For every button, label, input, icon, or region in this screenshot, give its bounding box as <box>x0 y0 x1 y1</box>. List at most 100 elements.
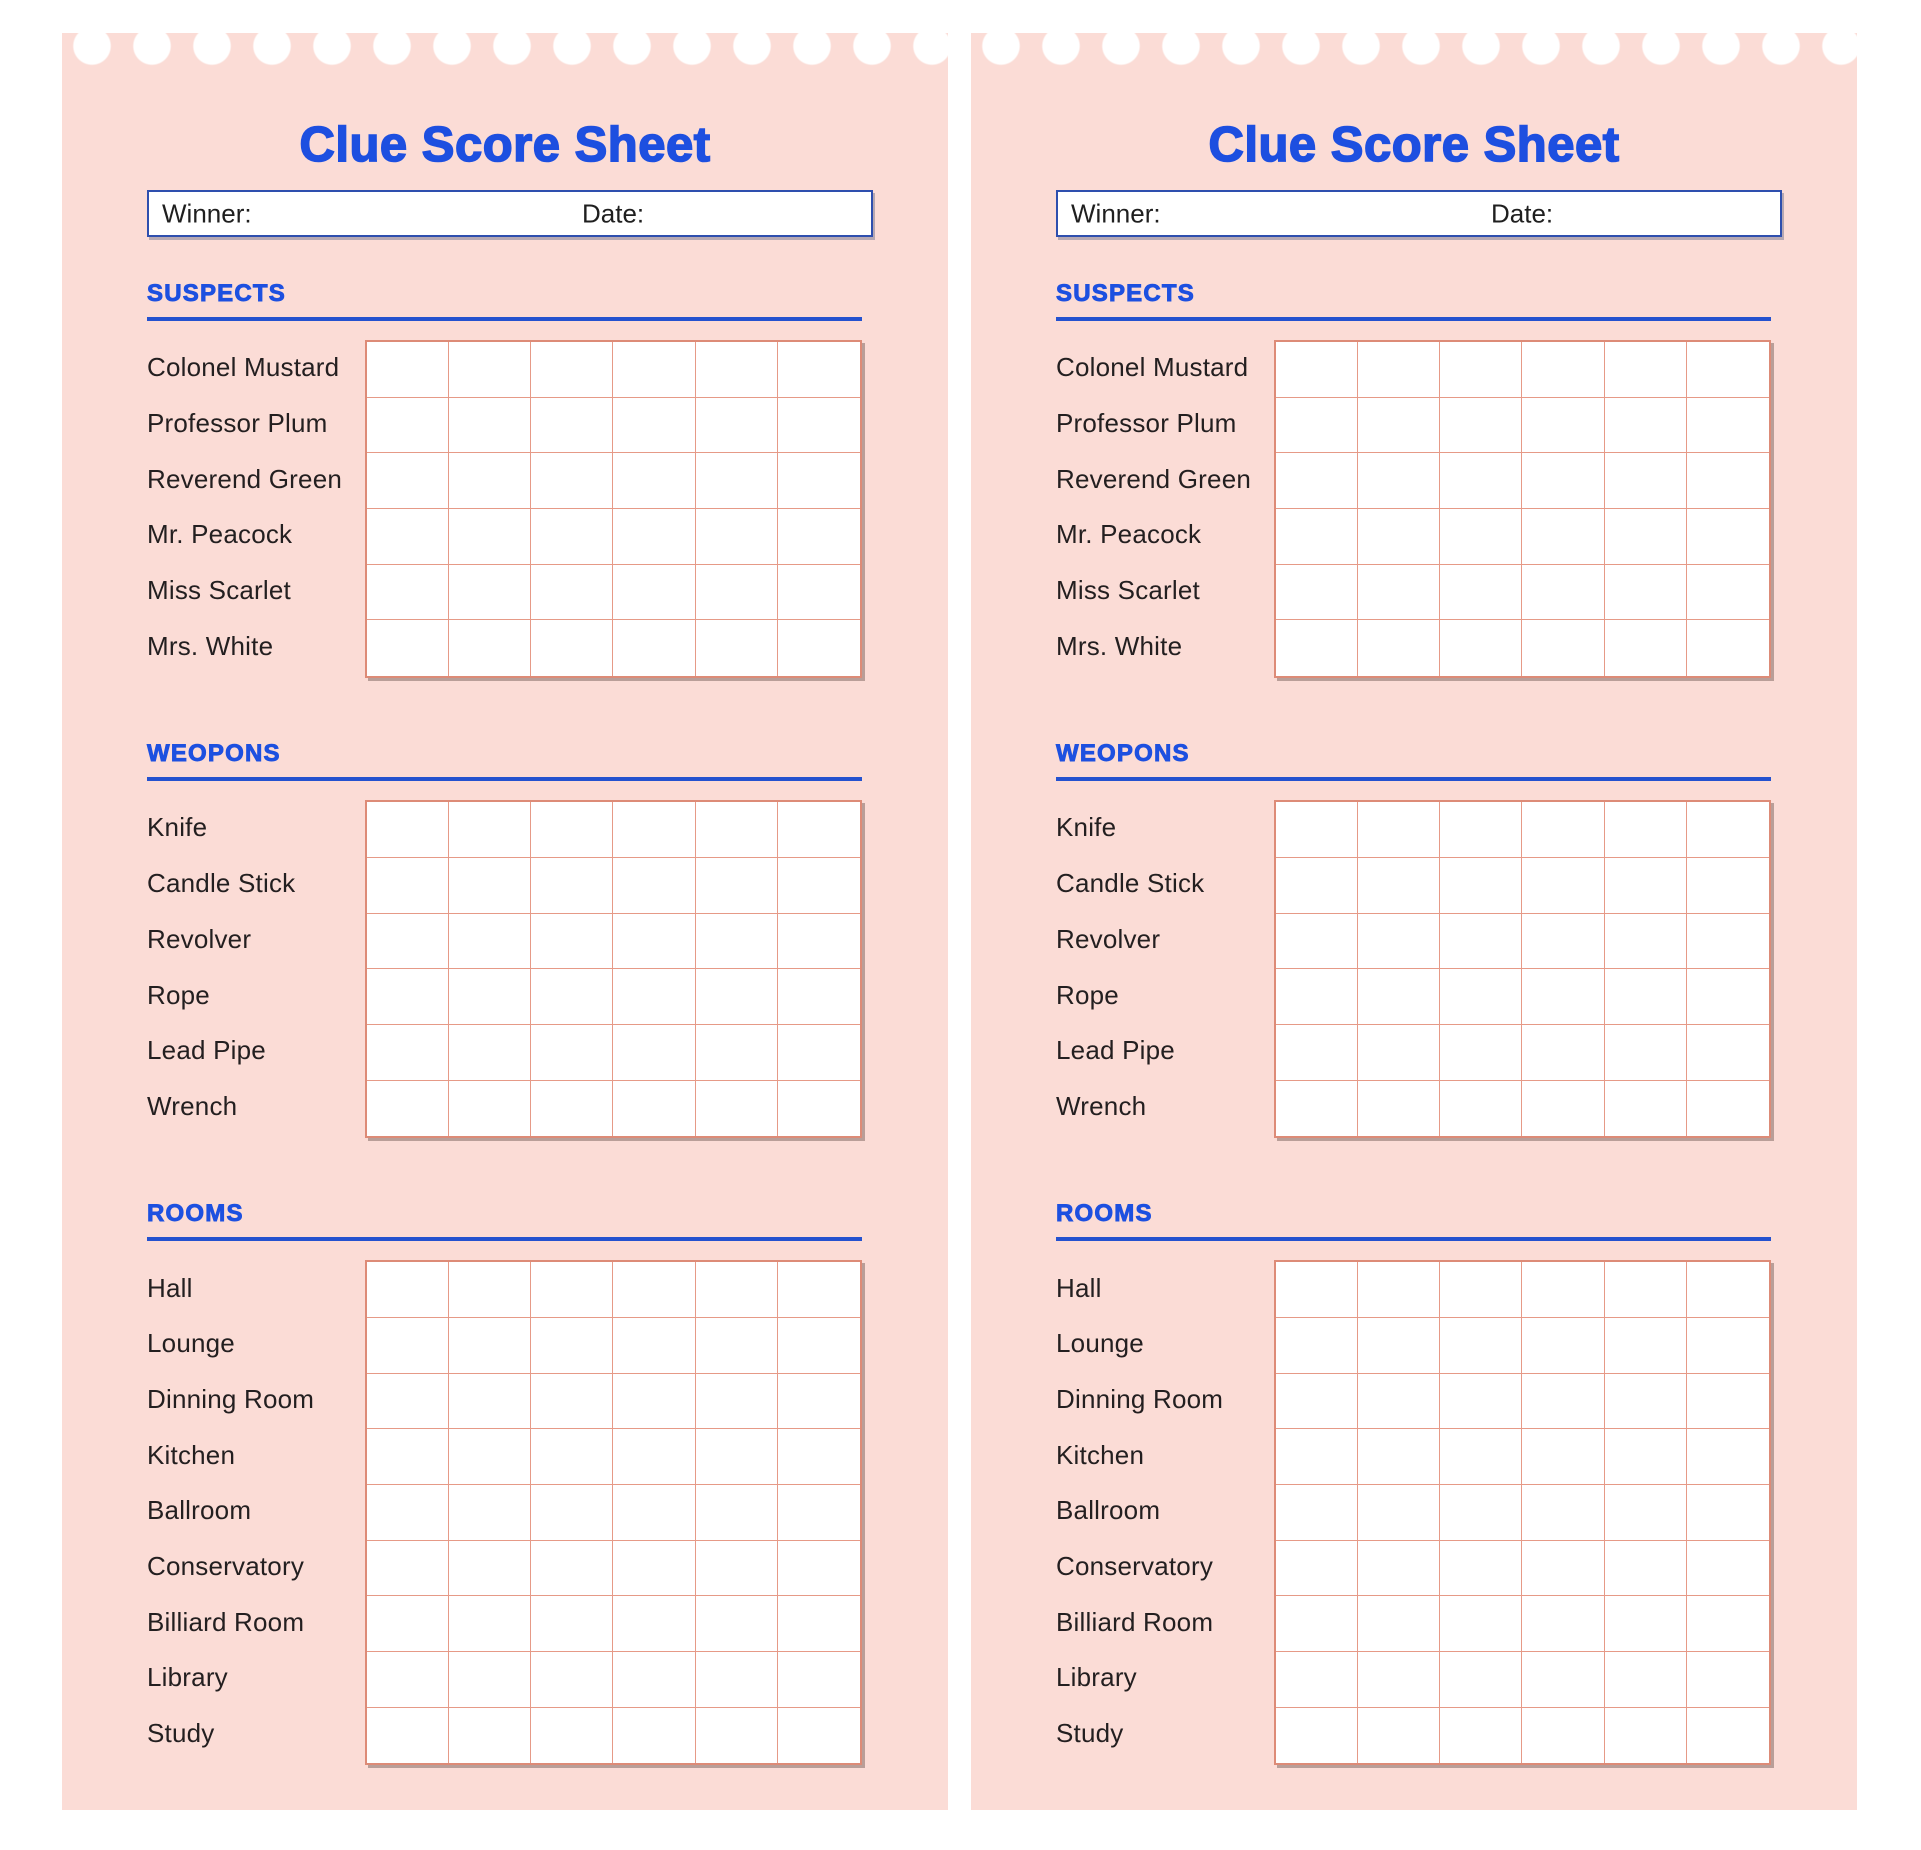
score-cell[interactable] <box>531 1429 614 1485</box>
score-cell[interactable] <box>1604 1262 1687 1318</box>
score-cell[interactable] <box>1358 1540 1441 1597</box>
score-cell[interactable] <box>1358 1317 1441 1374</box>
score-cell[interactable] <box>1604 969 1687 1025</box>
score-cell[interactable] <box>613 1024 696 1081</box>
score-cell[interactable] <box>531 1024 614 1081</box>
score-cell[interactable] <box>1604 397 1687 454</box>
score-cell[interactable] <box>1522 342 1605 398</box>
score-cell[interactable] <box>1276 1317 1359 1374</box>
score-cell[interactable] <box>1686 1374 1769 1430</box>
score-cell[interactable] <box>1604 913 1687 970</box>
score-cell[interactable] <box>449 397 532 454</box>
score-cell[interactable] <box>613 1652 696 1708</box>
score-cell[interactable] <box>1522 1596 1605 1653</box>
score-cell[interactable] <box>695 1485 778 1541</box>
score-cell[interactable] <box>1358 1429 1441 1485</box>
score-cell[interactable] <box>1522 564 1605 621</box>
score-cell[interactable] <box>1686 565 1769 621</box>
score-cell[interactable] <box>1522 1429 1605 1485</box>
score-cell[interactable] <box>696 620 778 677</box>
score-cell[interactable] <box>1686 858 1769 914</box>
score-cell[interactable] <box>1605 1080 1687 1137</box>
score-cell[interactable] <box>1358 620 1441 677</box>
score-cell[interactable] <box>695 1652 778 1708</box>
score-cell[interactable] <box>695 857 778 914</box>
score-cell[interactable] <box>531 802 614 858</box>
score-cell[interactable] <box>777 969 860 1025</box>
score-cell[interactable] <box>1276 1373 1359 1430</box>
score-cell[interactable] <box>367 802 450 858</box>
score-cell[interactable] <box>777 453 860 510</box>
score-cell[interactable] <box>1440 1317 1523 1374</box>
score-cell[interactable] <box>1358 1080 1441 1137</box>
score-cell[interactable] <box>1686 1652 1769 1708</box>
score-cell[interactable] <box>777 565 860 621</box>
score-cell[interactable] <box>1440 397 1523 454</box>
score-cell[interactable] <box>1686 342 1769 398</box>
score-cell[interactable] <box>1358 913 1441 970</box>
score-cell[interactable] <box>1276 1485 1359 1541</box>
score-cell[interactable] <box>531 509 614 565</box>
score-cell[interactable] <box>1358 1652 1441 1708</box>
winner-date-box[interactable]: Winner: Date: <box>147 190 873 237</box>
score-cell[interactable] <box>367 453 450 510</box>
score-cell[interactable] <box>1440 969 1523 1025</box>
score-cell[interactable] <box>1440 453 1523 510</box>
score-cell[interactable] <box>1522 1080 1605 1137</box>
score-cell[interactable] <box>367 1317 450 1374</box>
score-cell[interactable] <box>1604 1540 1687 1597</box>
score-cell[interactable] <box>531 857 614 914</box>
score-cell[interactable] <box>1276 913 1359 970</box>
score-cell[interactable] <box>1358 397 1441 454</box>
score-cell[interactable] <box>1358 1373 1441 1430</box>
score-cell[interactable] <box>1522 509 1605 565</box>
score-cell[interactable] <box>1440 1024 1523 1081</box>
score-cell[interactable] <box>1440 509 1523 565</box>
score-cell[interactable] <box>613 453 696 510</box>
score-cell[interactable] <box>1276 453 1359 510</box>
score-cell[interactable] <box>1604 342 1687 398</box>
score-cell[interactable] <box>613 1262 696 1318</box>
score-cell[interactable] <box>1522 913 1605 970</box>
score-cell[interactable] <box>1604 1652 1687 1708</box>
score-cell[interactable] <box>1522 857 1605 914</box>
score-cell[interactable] <box>1358 342 1441 398</box>
score-cell[interactable] <box>1522 1707 1605 1764</box>
score-cell[interactable] <box>1522 802 1605 858</box>
score-cell[interactable] <box>449 969 532 1025</box>
score-cell[interactable] <box>1522 1262 1605 1318</box>
score-cell[interactable] <box>1522 969 1605 1025</box>
score-cell[interactable] <box>449 453 532 510</box>
score-cell[interactable] <box>1440 1485 1523 1541</box>
score-cell[interactable] <box>695 453 778 510</box>
score-cell[interactable] <box>531 1596 614 1653</box>
score-cell[interactable] <box>531 453 614 510</box>
score-cell[interactable] <box>695 1317 778 1374</box>
score-cell[interactable] <box>531 342 614 398</box>
score-cell[interactable] <box>1440 342 1523 398</box>
score-cell[interactable] <box>1604 1024 1687 1081</box>
score-cell[interactable] <box>1276 857 1359 914</box>
score-cell[interactable] <box>449 1317 532 1374</box>
score-cell[interactable] <box>777 1025 860 1081</box>
score-cell[interactable] <box>531 397 614 454</box>
score-cell[interactable] <box>1604 1596 1687 1653</box>
score-cell[interactable] <box>695 1596 778 1653</box>
score-cell[interactable] <box>449 1485 532 1541</box>
score-cell[interactable] <box>1276 1262 1359 1318</box>
score-cell[interactable] <box>531 1652 614 1708</box>
score-cell[interactable] <box>1440 1540 1523 1597</box>
score-cell[interactable] <box>1604 802 1687 858</box>
score-cell[interactable] <box>778 1081 860 1137</box>
score-cell[interactable] <box>1276 1652 1359 1708</box>
score-cell[interactable] <box>367 969 450 1025</box>
score-cell[interactable] <box>531 1485 614 1541</box>
score-cell[interactable] <box>531 1317 614 1374</box>
score-cell[interactable] <box>1686 1429 1769 1485</box>
score-cell[interactable] <box>1440 1373 1523 1430</box>
score-cell[interactable] <box>1522 620 1605 677</box>
score-cell[interactable] <box>695 509 778 565</box>
score-cell[interactable] <box>613 1429 696 1485</box>
score-cell[interactable] <box>695 802 778 858</box>
score-cell[interactable] <box>449 1373 532 1430</box>
